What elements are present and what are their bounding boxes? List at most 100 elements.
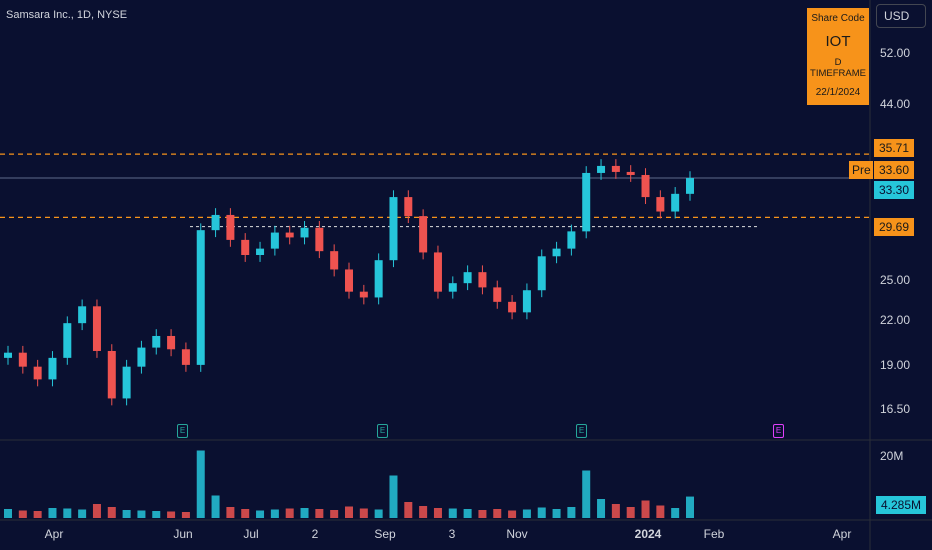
candle-body xyxy=(63,323,72,358)
resistance-price-tag: 35.71 xyxy=(874,139,915,157)
premarket-label: Pre xyxy=(849,161,873,179)
volume-bar xyxy=(226,507,235,518)
candle-body xyxy=(597,165,606,173)
candle-body xyxy=(537,256,546,291)
volume-bar xyxy=(78,509,87,518)
share-code-label: Share Code xyxy=(811,13,865,24)
candle-body xyxy=(582,172,591,232)
candle-body xyxy=(389,197,398,261)
time-tick: Sep xyxy=(374,527,396,541)
volume-bar xyxy=(537,507,546,518)
time-tick: Jul xyxy=(243,527,259,541)
candle-body xyxy=(448,283,457,292)
volume-bar xyxy=(107,507,116,518)
candle-body xyxy=(493,287,502,302)
volume-bar xyxy=(448,508,457,518)
candle-body xyxy=(626,171,635,175)
volume-bar xyxy=(63,508,72,518)
volume-bar xyxy=(167,511,176,518)
volume-bar xyxy=(582,470,591,518)
candle-body xyxy=(122,366,131,399)
date-label: 22/1/2024 xyxy=(815,87,861,98)
earnings-marker[interactable]: E xyxy=(177,424,188,438)
candle-body xyxy=(285,232,294,238)
volume-bar xyxy=(18,510,27,518)
candle-body xyxy=(508,301,517,313)
volume-bar xyxy=(641,500,650,518)
candle-body xyxy=(433,252,442,292)
ticker-symbol: IOT xyxy=(825,33,851,50)
volume-bar xyxy=(152,511,161,518)
candle-body xyxy=(315,227,324,252)
volume-bar xyxy=(300,508,309,518)
candle-body xyxy=(33,366,42,380)
last-price-tag: 33.30 xyxy=(874,181,915,199)
volume-bar xyxy=(671,508,680,518)
volume-bar xyxy=(611,504,620,518)
candle-body xyxy=(641,174,650,198)
volume-bar xyxy=(493,509,502,518)
volume-bar xyxy=(241,509,250,518)
candle-body xyxy=(181,349,190,365)
candle-body xyxy=(522,290,531,313)
candle-body xyxy=(359,291,368,298)
volume-bar xyxy=(374,509,383,518)
volume-bar xyxy=(597,499,606,518)
currency-button[interactable]: USD xyxy=(876,4,926,28)
volume-bar xyxy=(359,508,368,518)
candle-body xyxy=(374,260,383,298)
candle-body xyxy=(330,251,339,270)
volume-bar xyxy=(181,512,190,518)
candle-body xyxy=(345,269,353,292)
chart-title: Samsara Inc., 1D, NYSE xyxy=(6,9,128,21)
price-tick: 44.00 xyxy=(880,97,911,111)
volume-bar xyxy=(270,509,279,518)
price-tick: 25.00 xyxy=(880,273,911,287)
support-price-tag: 29.69 xyxy=(874,218,915,236)
candle-body xyxy=(4,352,12,358)
candle-body xyxy=(137,347,146,367)
earnings-marker-upcoming[interactable]: E xyxy=(773,424,784,438)
volume-bar xyxy=(463,509,472,518)
candle-body xyxy=(671,193,680,212)
candle-body xyxy=(92,306,101,351)
volume-bar xyxy=(196,450,205,518)
candle-body xyxy=(48,357,57,380)
volume-bar xyxy=(626,507,635,518)
volume-bar xyxy=(92,504,101,518)
timeframe-label: D TIMEFRAME xyxy=(810,57,866,79)
volume-bar xyxy=(686,496,694,518)
candle-body xyxy=(256,248,265,256)
time-tick: Apr xyxy=(44,527,64,541)
earnings-marker[interactable]: E xyxy=(576,424,587,438)
volume-bar xyxy=(256,510,265,518)
candle-body xyxy=(196,230,205,365)
earnings-marker[interactable]: E xyxy=(377,424,388,438)
volume-bar xyxy=(48,508,57,518)
volume-bar xyxy=(522,509,531,518)
volume-bar xyxy=(478,510,487,518)
volume-bar xyxy=(285,508,294,518)
price-tick: 19.00 xyxy=(880,358,911,372)
candle-body xyxy=(226,214,235,240)
candle-body xyxy=(611,165,620,172)
share-code-box: Share Code IOT D TIMEFRAME 22/1/2024 xyxy=(807,8,869,105)
price-tick: 22.00 xyxy=(880,313,911,327)
candle-body xyxy=(107,350,116,399)
price-tick: 52.00 xyxy=(880,46,911,60)
volume-bar xyxy=(211,495,220,518)
volume-bar xyxy=(567,507,576,518)
candle-body xyxy=(241,239,250,256)
candle-body xyxy=(552,248,561,257)
volume-bar xyxy=(330,510,339,518)
time-tick: 3 xyxy=(448,527,456,541)
candle-body xyxy=(18,352,27,367)
volume-bar xyxy=(315,509,324,518)
candle-body xyxy=(300,227,309,238)
price-tick: 16.50 xyxy=(880,402,911,416)
volume-bar xyxy=(389,475,398,518)
time-tick: Nov xyxy=(506,527,528,541)
volume-bar xyxy=(4,509,12,518)
candle-body xyxy=(211,214,220,231)
